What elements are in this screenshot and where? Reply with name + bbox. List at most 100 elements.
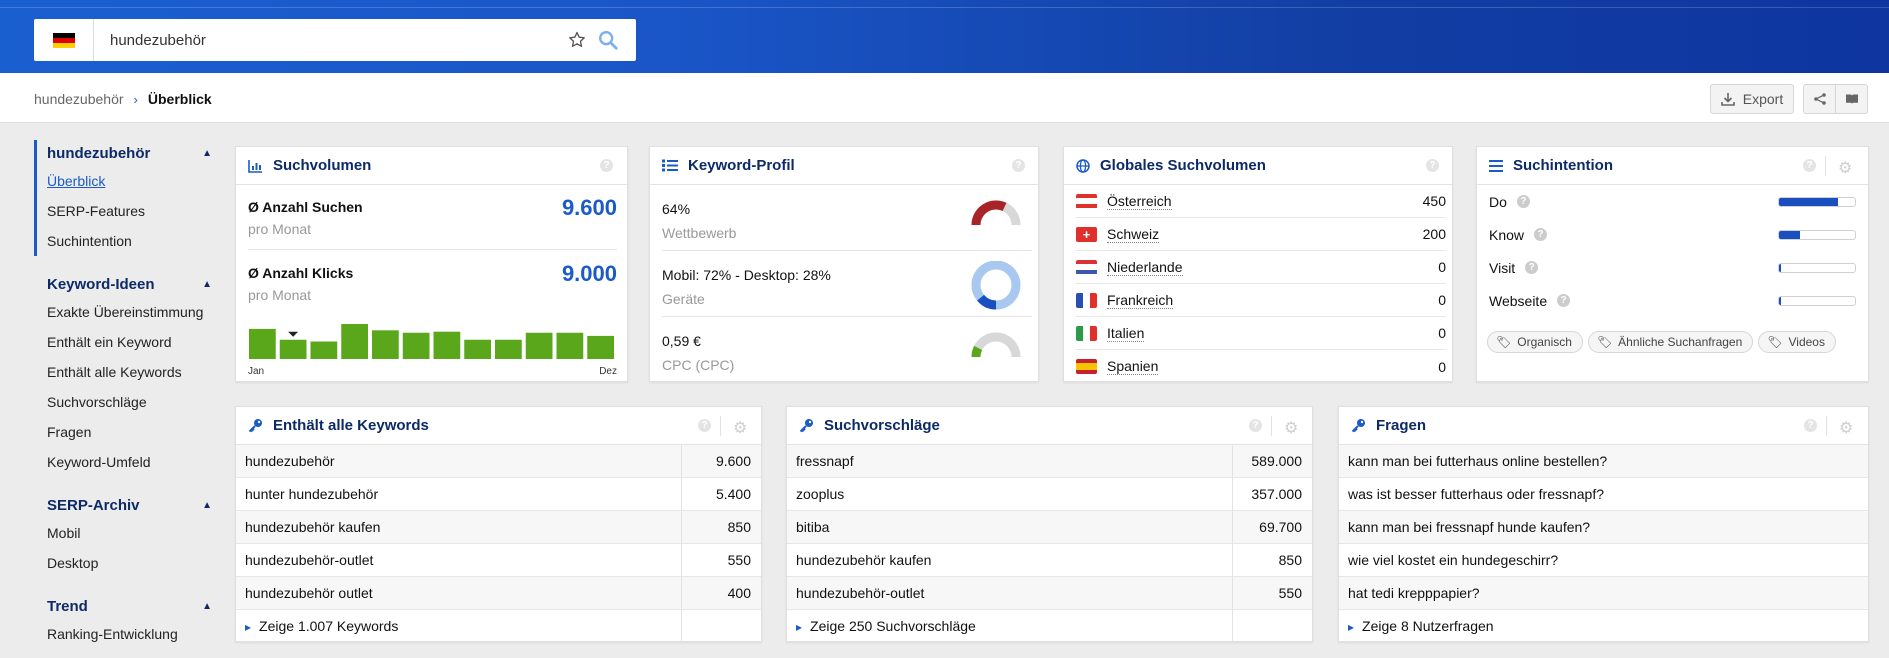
- table-row[interactable]: fressnapf 589.000: [787, 444, 1312, 478]
- country-value: 0: [1438, 325, 1446, 341]
- show-more-row[interactable]: Zeige 250 Suchvorschläge: [787, 609, 1312, 642]
- chart-bar-Feb[interactable]: [279, 339, 307, 359]
- help-icon[interactable]: ?: [600, 159, 613, 172]
- intent-row-visit: Visit?: [1489, 251, 1859, 284]
- country-name[interactable]: Spanien: [1107, 358, 1159, 375]
- show-more-row[interactable]: Zeige 8 Nutzerfragen: [1339, 610, 1868, 642]
- sidebar-group-title[interactable]: hundezubehör ▲: [47, 140, 214, 166]
- intent-bar: [1778, 229, 1856, 240]
- chart-bar-Sep[interactable]: [495, 339, 522, 359]
- country-name[interactable]: Italien: [1107, 324, 1145, 342]
- help-icon[interactable]: ?: [1803, 159, 1816, 172]
- show-more-link[interactable]: Zeige 250 Suchvorschläge: [787, 610, 1232, 642]
- sidebar-item-enthaelt-alle[interactable]: Enthält alle Keywords: [47, 364, 182, 380]
- gear-icon[interactable]: ⚙: [1838, 160, 1853, 177]
- table-row[interactable]: hundezubehör kaufen 850: [236, 510, 761, 544]
- chart-bar-Apr[interactable]: [341, 324, 368, 359]
- sidebar-item-keyword-umfeld[interactable]: Keyword-Umfeld: [47, 454, 151, 470]
- sidebar-item-fragen[interactable]: Fragen: [47, 424, 92, 440]
- sidebar-item-exakte[interactable]: Exakte Übereinstimmung: [47, 304, 204, 320]
- sidebar-item-ranking-entwicklung[interactable]: Ranking-Entwicklung: [47, 626, 178, 642]
- chart-bar-Mai[interactable]: [372, 330, 399, 359]
- sidebar-item-serp-features[interactable]: SERP-Features: [47, 203, 146, 219]
- country-row-it[interactable]: Italien 0: [1076, 317, 1446, 350]
- gear-icon[interactable]: ⚙: [733, 420, 748, 437]
- sidebar-group-title[interactable]: Trend ▲: [47, 593, 214, 619]
- book-button[interactable]: [1836, 85, 1867, 113]
- tag-label: Organisch: [1517, 335, 1572, 349]
- chart-bar-Dez[interactable]: [587, 335, 614, 359]
- tag-organisch[interactable]: 🏷 Organisch: [1487, 331, 1583, 353]
- breadcrumb-keyword[interactable]: hundezubehör: [34, 91, 124, 107]
- help-icon[interactable]: ?: [1525, 261, 1539, 274]
- country-name[interactable]: Frankreich: [1107, 291, 1174, 309]
- help-icon[interactable]: ?: [1557, 294, 1571, 307]
- table-row[interactable]: hundezubehör 9.600: [236, 444, 761, 478]
- country-selector[interactable]: [34, 19, 94, 61]
- table-row[interactable]: hundezubehör kaufen 850: [787, 543, 1312, 577]
- country-row-ch[interactable]: + Schweiz 200: [1076, 218, 1446, 251]
- show-more-row[interactable]: Zeige 1.007 Keywords: [236, 609, 761, 642]
- sidebar-item-desktop[interactable]: Desktop: [47, 555, 99, 571]
- country-name[interactable]: Niederlande: [1107, 258, 1183, 276]
- sidebar-group-title[interactable]: SERP-Archiv ▲: [47, 492, 214, 518]
- intent-row-know: Know?: [1489, 218, 1859, 251]
- intent-bar: [1778, 295, 1856, 306]
- table-row[interactable]: hundezubehör-outlet 550: [236, 543, 761, 577]
- table-row[interactable]: zooplus 357.000: [787, 477, 1312, 511]
- star-icon[interactable]: [567, 30, 587, 50]
- country-row-at[interactable]: Österreich 450: [1076, 185, 1446, 218]
- export-button[interactable]: Export: [1710, 84, 1794, 114]
- chevron-right-icon: ›: [133, 91, 138, 107]
- search-input[interactable]: [94, 20, 554, 60]
- sidebar-item-mobil[interactable]: Mobil: [47, 525, 81, 541]
- chart-bar-Mär[interactable]: [310, 341, 338, 360]
- list-item[interactable]: hat tedi krepppapier?: [1339, 577, 1868, 610]
- country-name[interactable]: Österreich: [1107, 192, 1172, 210]
- list-item[interactable]: wie viel kostet ein hundegeschirr?: [1339, 544, 1868, 577]
- share-button[interactable]: [1804, 85, 1836, 113]
- help-icon[interactable]: ?: [1249, 419, 1262, 432]
- sidebar-item-suchvorschlaege[interactable]: Suchvorschläge: [47, 394, 147, 410]
- help-icon[interactable]: ?: [698, 419, 711, 432]
- country-name[interactable]: Schweiz: [1107, 225, 1160, 243]
- country-row-es[interactable]: Spanien 0: [1076, 350, 1446, 381]
- divider: [1826, 416, 1827, 436]
- table-row[interactable]: hunter hundezubehör 5.400: [236, 477, 761, 511]
- chart-bar-Jun[interactable]: [402, 332, 430, 359]
- chart-bar-Aug[interactable]: [464, 339, 491, 359]
- table-row[interactable]: bitiba 69.700: [787, 510, 1312, 544]
- tag-videos[interactable]: 🏷 Videos: [1758, 331, 1836, 353]
- help-icon[interactable]: ?: [1426, 159, 1439, 172]
- help-icon[interactable]: ?: [1012, 159, 1025, 172]
- chart-bar-Jan[interactable]: [249, 328, 276, 359]
- country-row-nl[interactable]: Niederlande 0: [1076, 251, 1446, 284]
- list-item[interactable]: kann man bei futterhaus online bestellen…: [1339, 445, 1868, 478]
- gear-icon[interactable]: ⚙: [1284, 420, 1299, 437]
- help-icon[interactable]: ?: [1534, 228, 1548, 241]
- sidebar-item-ueberblick[interactable]: Überblick: [47, 173, 106, 189]
- list-item[interactable]: kann man bei fressnapf hunde kaufen?: [1339, 511, 1868, 544]
- competition-row: 64% Wettbewerb: [662, 185, 1032, 251]
- show-more-link[interactable]: Zeige 8 Nutzerfragen: [1339, 610, 1868, 642]
- table-row[interactable]: hundezubehör-outlet 550: [787, 576, 1312, 610]
- help-icon[interactable]: ?: [1804, 419, 1817, 432]
- sidebar-item-enthaelt-ein[interactable]: Enthält ein Keyword: [47, 334, 172, 350]
- tag-aehnliche[interactable]: 🏷 Ähnliche Suchanfragen: [1587, 331, 1754, 353]
- intent-bar: [1778, 262, 1856, 273]
- country-row-fr[interactable]: Frankreich 0: [1076, 284, 1446, 317]
- suggestion-table: fressnapf 589.000 zooplus 357.000 bitiba 69…: [787, 444, 1312, 642]
- chart-bar-Jul[interactable]: [433, 331, 461, 359]
- download-icon: [1720, 93, 1735, 106]
- sidebar-group-title[interactable]: Keyword-Ideen ▲: [47, 271, 214, 297]
- table-row[interactable]: hundezubehör outlet 400: [236, 576, 761, 610]
- chart-bar-Nov[interactable]: [556, 332, 584, 359]
- chart-bar-Okt[interactable]: [525, 332, 553, 359]
- gear-icon[interactable]: ⚙: [1839, 420, 1854, 437]
- search-icon[interactable]: [597, 29, 619, 51]
- list-item[interactable]: was ist besser futterhaus oder fressnapf…: [1339, 478, 1868, 511]
- volume-cell: 9.600: [681, 444, 761, 478]
- help-icon[interactable]: ?: [1516, 195, 1530, 208]
- sidebar-item-suchintention[interactable]: Suchintention: [47, 233, 132, 249]
- show-more-link[interactable]: Zeige 1.007 Keywords: [236, 610, 681, 642]
